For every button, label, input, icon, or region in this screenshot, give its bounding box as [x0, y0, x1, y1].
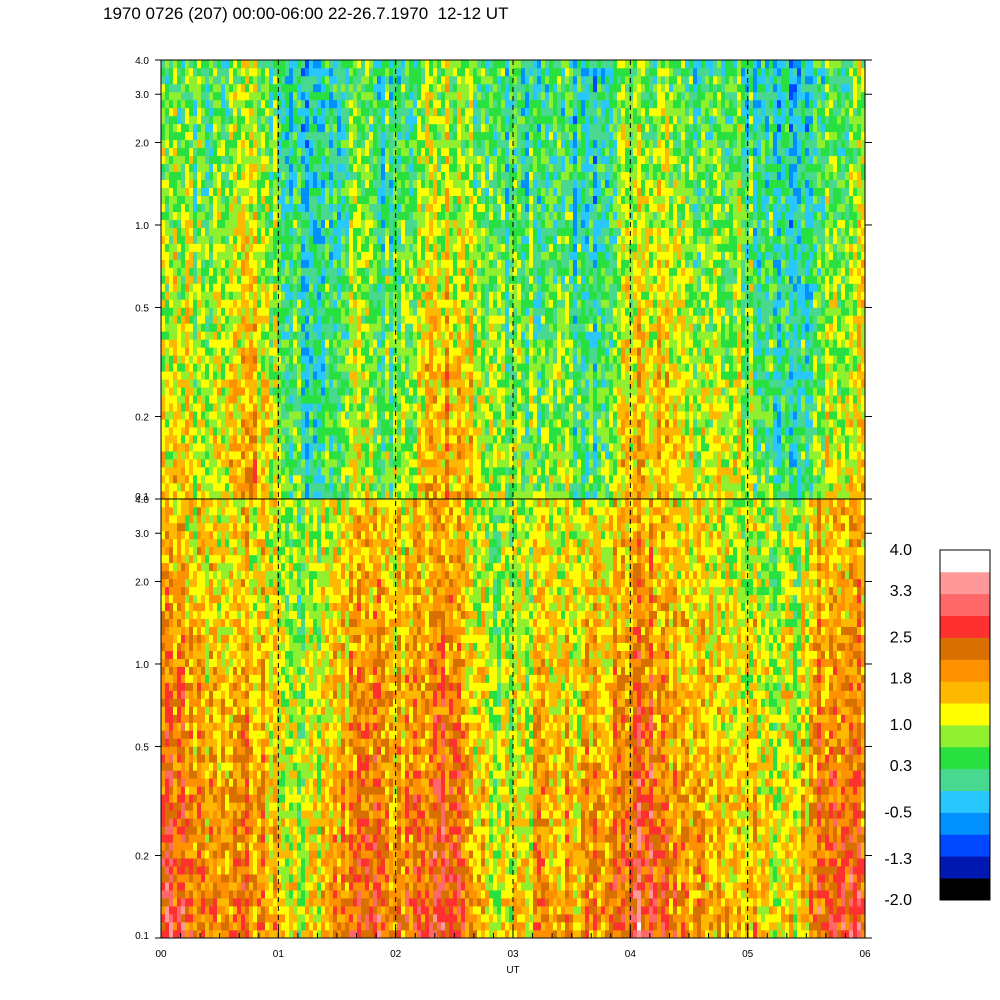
colorbar-label: 2.5	[890, 630, 912, 647]
colorbar-frame	[939, 549, 991, 901]
chart-title: 1970 0726 (207) 00:00-06:00 22-26.7.1970…	[103, 4, 509, 23]
x-axis: 00 01 02 03 04 05 06 UT	[155, 928, 871, 976]
y-tick-label: 0.2	[135, 413, 149, 424]
colorbar-label: 3.3	[890, 583, 912, 600]
colorbar-swatch	[940, 637, 990, 660]
colorbar-label: 4.0	[890, 542, 912, 559]
y-tick-label: 3.0	[135, 529, 149, 540]
x-tick-label: 03	[507, 949, 519, 960]
y-tick-label: 0.5	[135, 742, 149, 753]
x-tick-label: 06	[859, 949, 871, 960]
colorbar-swatch	[940, 812, 990, 835]
y-tick-label: 2.0	[135, 138, 149, 149]
colorbar-swatch	[940, 571, 990, 595]
colorbar-swatch	[940, 659, 990, 682]
colorbar-swatch	[940, 593, 990, 617]
y-tick-label: 4.0	[135, 495, 149, 506]
colorbar-label: -2.0	[884, 892, 912, 909]
y-tick-label: 0.1	[135, 931, 149, 942]
colorbar-swatch	[940, 790, 990, 813]
colorbar-label: -1.3	[884, 851, 912, 868]
x-tick-label: 00	[155, 949, 167, 960]
colorbar-swatch	[940, 725, 990, 748]
colorbar-swatch	[940, 681, 990, 704]
x-tick-label: 02	[390, 949, 402, 960]
y-tick-label: 1.0	[135, 660, 149, 671]
colorbar-label: -0.5	[884, 805, 912, 822]
colorbar-label: 1.0	[890, 717, 912, 734]
colorbar-swatch	[940, 834, 990, 857]
colorbar-swatch	[940, 550, 990, 573]
x-tick-label: 04	[625, 949, 637, 960]
colorbar-swatch	[940, 878, 990, 901]
y-tick-label: 4.0	[135, 56, 149, 67]
colorbar-label: 0.3	[890, 758, 912, 775]
y-tick-label: 3.0	[135, 90, 149, 101]
y-tick-label: 0.1	[135, 492, 149, 503]
colorbar-swatch	[940, 703, 990, 726]
y-tick-label: 1.0	[135, 221, 149, 232]
colorbar-swatch	[940, 768, 990, 792]
colorbar-swatch	[940, 856, 990, 879]
colorbar: 4.0 3.3 2.5 1.8 1.0 0.3 -0.5 -1.3 -2.0	[884, 542, 991, 909]
colorbar-swatch	[940, 615, 990, 638]
x-tick-label: 01	[273, 949, 285, 960]
y-tick-label: 0.5	[135, 303, 149, 314]
y-tick-label: 2.0	[135, 577, 149, 588]
x-axis-title: UT	[506, 965, 519, 976]
y-axes: 4.03.02.01.00.50.20.14.03.02.01.00.50.20…	[135, 56, 872, 942]
colorbar-label: 1.8	[890, 670, 912, 687]
y-tick-label: 0.2	[135, 852, 149, 863]
colorbar-swatch	[940, 746, 990, 770]
hour-marker-lines	[277, 60, 749, 938]
x-tick-label: 05	[742, 949, 754, 960]
